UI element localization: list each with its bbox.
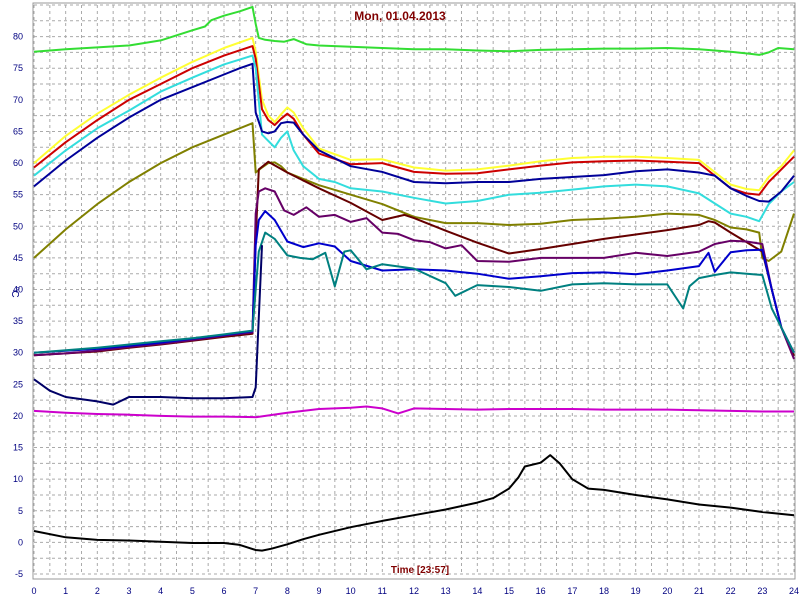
x-tick-label: 10 xyxy=(346,586,356,596)
x-axis-label: Time [23:57] xyxy=(391,565,449,576)
x-tick-label: 9 xyxy=(316,586,321,596)
y-tick-label: 40 xyxy=(13,285,23,295)
y-tick-label: 35 xyxy=(13,316,23,326)
x-tick-label: 4 xyxy=(158,586,163,596)
series-line-13 xyxy=(33,454,795,552)
series-line-5 xyxy=(33,62,795,203)
chart-title: Mon, 01.04.2013 xyxy=(354,9,446,23)
series-line-3 xyxy=(33,45,795,196)
x-tick-label: 18 xyxy=(599,586,609,596)
x-tick-label: 3 xyxy=(126,586,131,596)
y-axis-label: °C xyxy=(9,286,20,297)
y-tick-label: 80 xyxy=(13,32,23,42)
y-tick-label: 15 xyxy=(13,443,23,453)
series-line-6 xyxy=(33,122,795,262)
x-axis-ticks: 0 1 2 3 4 5 6 7 8 9 10 11 12 13 14 15 16 17 18 19 20 21 22 23 24 xyxy=(31,586,799,596)
y-tick-label: 55 xyxy=(13,190,23,200)
x-tick-label: 12 xyxy=(409,586,419,596)
x-tick-label: 15 xyxy=(504,586,514,596)
x-tick-label: 14 xyxy=(472,586,482,596)
series-line-12 xyxy=(33,245,263,406)
x-tick-label: 5 xyxy=(190,586,195,596)
y-tick-label: 65 xyxy=(13,126,23,136)
y-tick-label: 25 xyxy=(13,379,23,389)
series-line-1 xyxy=(33,5,795,56)
x-tick-label: 17 xyxy=(567,586,577,596)
y-tick-label: 75 xyxy=(13,63,23,73)
y-tick-label: 0 xyxy=(18,537,23,547)
x-tick-label: 6 xyxy=(221,586,226,596)
series-line-2 xyxy=(33,36,795,192)
x-tick-label: 0 xyxy=(31,586,36,596)
y-tick-label: 50 xyxy=(13,221,23,231)
x-tick-label: 20 xyxy=(662,586,672,596)
x-tick-label: 16 xyxy=(536,586,546,596)
x-tick-label: 7 xyxy=(253,586,258,596)
series-line-11 xyxy=(33,405,794,419)
y-tick-label: -5 xyxy=(15,569,23,579)
y-tick-label: 5 xyxy=(18,506,23,516)
y-axis-ticks: -5 0 5 10 15 20 25 30 35 40 45 50 55 60 65 70 75 80 xyxy=(13,32,23,579)
plot-area-border xyxy=(32,2,796,580)
x-tick-label: 23 xyxy=(757,586,767,596)
x-tick-label: 19 xyxy=(631,586,641,596)
series-line-10 xyxy=(33,231,795,354)
y-tick-label: 45 xyxy=(13,253,23,263)
x-tick-label: 8 xyxy=(285,586,290,596)
series-lines xyxy=(33,5,795,552)
x-tick-label: 24 xyxy=(789,586,799,596)
x-tick-label: 21 xyxy=(694,586,704,596)
y-tick-label: 70 xyxy=(13,95,23,105)
y-tick-label: 20 xyxy=(13,411,23,421)
y-tick-label: 30 xyxy=(13,348,23,358)
x-tick-label: 2 xyxy=(95,586,100,596)
y-tick-label: 10 xyxy=(13,474,23,484)
x-tick-label: 11 xyxy=(378,586,387,596)
series-line-4 xyxy=(33,54,795,223)
x-tick-label: 1 xyxy=(63,586,68,596)
x-tick-label: 22 xyxy=(726,586,736,596)
y-tick-label: 60 xyxy=(13,158,23,168)
x-tick-label: 13 xyxy=(441,586,451,596)
